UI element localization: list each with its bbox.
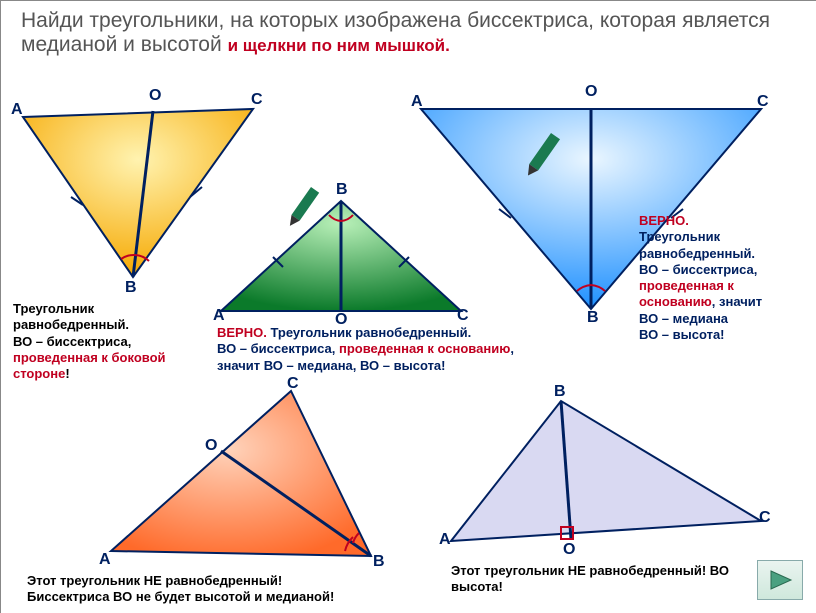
label-C: C — [251, 91, 263, 109]
caption-yellow: Треугольник равнобедренный. ВО – биссект… — [13, 301, 213, 382]
label-O: O — [563, 541, 575, 559]
triangle-orange[interactable] — [101, 381, 391, 581]
label-B: B — [336, 181, 348, 199]
triangle-lavender[interactable] — [431, 391, 771, 571]
title-suffix: и щелкни по ним мышкой. — [228, 36, 450, 55]
label-B: B — [587, 309, 599, 327]
label-C: C — [759, 509, 771, 527]
label-C: C — [287, 375, 299, 393]
label-A: A — [411, 93, 423, 111]
label-O: O — [149, 87, 161, 105]
caption-orange: Этот треугольник НЕ равнобедренный! Бисс… — [27, 573, 427, 606]
label-A: A — [11, 101, 23, 119]
label-A: A — [439, 531, 451, 549]
next-button[interactable] — [757, 560, 803, 600]
label-A: A — [213, 307, 225, 325]
label-A: A — [99, 551, 111, 569]
caption-blue: ВЕРНО. Треугольник равнобедренный. ВО – … — [639, 213, 809, 343]
label-O: O — [205, 437, 217, 455]
label-O: O — [585, 83, 597, 101]
label-B: B — [554, 383, 566, 401]
title: Найди треугольники, на которых изображен… — [21, 9, 801, 57]
play-icon — [767, 569, 793, 591]
label-C: C — [757, 93, 769, 111]
caption-green: ВЕРНО. Треугольник равнобедренный. ВО – … — [217, 325, 547, 374]
label-B: B — [373, 553, 385, 571]
label-B: B — [125, 279, 137, 297]
slide: Найди треугольники, на которых изображен… — [0, 0, 816, 613]
caption-lavender: Этот треугольник НЕ равнобедренный! ВО в… — [451, 563, 751, 596]
